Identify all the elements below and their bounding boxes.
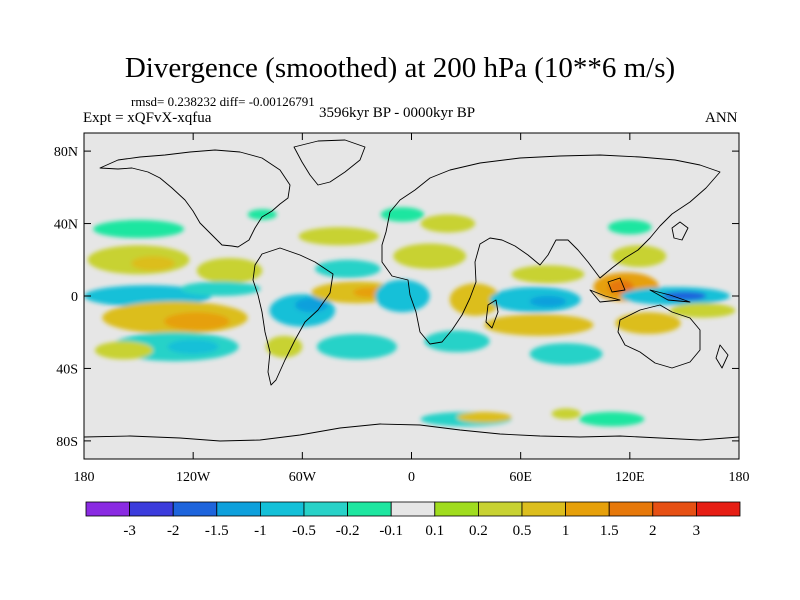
region-39 (529, 343, 603, 365)
x-tick-label-4: 60E (509, 470, 532, 485)
region-34 (662, 291, 707, 301)
region-10 (196, 257, 263, 284)
coastline-greenland (293, 139, 366, 186)
region-35 (611, 245, 667, 268)
region-32 (608, 279, 634, 295)
region-41 (456, 411, 512, 423)
colorbar-swatch-12 (608, 501, 654, 517)
region-29 (511, 265, 585, 284)
region-16 (316, 334, 397, 360)
colorbar-swatch-7 (390, 501, 436, 517)
x-tick-label-6: 180 (729, 470, 750, 485)
coastline-japan (671, 221, 689, 241)
coastline-north-america (99, 149, 291, 248)
region-37 (615, 312, 681, 335)
colorbar-label-3: -1 (254, 523, 267, 539)
colorbar-label-1: -2 (167, 523, 180, 539)
region-6 (164, 312, 230, 331)
region-12 (247, 209, 277, 220)
colorbar-swatch-13 (652, 501, 697, 517)
x-tick-label-1: 120W (176, 470, 211, 485)
region-42 (578, 411, 645, 427)
x-tick-label-3: 0 (408, 470, 415, 485)
colorbar-label-6: -0.1 (379, 523, 403, 539)
region-9 (94, 341, 154, 360)
colorbar-label-4: -0.5 (292, 523, 316, 539)
colorbar-label-13: 3 (693, 523, 701, 539)
colorbar-swatch-14 (696, 501, 741, 517)
region-21 (375, 279, 430, 313)
x-tick-label-0: 180 (74, 470, 95, 485)
coastline-madagascar (485, 299, 499, 329)
colorbar-swatch-2 (172, 501, 218, 517)
period-label: 3596kyr BP - 0000kyr BP (319, 105, 476, 121)
region-28 (529, 296, 567, 307)
region-20 (298, 227, 379, 246)
region-4 (111, 288, 166, 300)
region-38 (669, 303, 736, 318)
colorbar-label-11: 1.5 (600, 523, 619, 539)
region-2 (93, 219, 185, 239)
y-tick-label-4: 80S (56, 435, 78, 450)
colorbar-swatch-1 (129, 501, 174, 517)
region-11 (180, 281, 261, 296)
region-15 (265, 335, 303, 358)
x-tick-label-2: 60W (289, 470, 317, 485)
colorbar-swatch-8 (434, 501, 479, 517)
colorbar-swatch-11 (565, 501, 610, 517)
experiment-label: Expt = xQFvX-xqfua (83, 110, 212, 126)
region-26 (424, 330, 490, 353)
colorbar-swatch-4 (259, 501, 305, 517)
season-label: ANN (705, 110, 738, 126)
colorbar-swatch-9 (477, 501, 523, 517)
colorbar-label-8: 0.2 (469, 523, 488, 539)
divergence-field (84, 207, 736, 427)
coastlines (84, 139, 739, 442)
region-1 (131, 256, 175, 271)
plot-title: Divergence (smoothed) at 200 hPa (10**6 … (124, 52, 676, 84)
colorbar: -3 -2 -1.5 -1 -0.5 -0.2 -0.1 0.1 0.2 0.5 1 1.5 2 3 (85, 501, 741, 539)
colorbar-label-12: 2 (649, 523, 657, 539)
region-36 (608, 219, 652, 235)
x-tick-label-5: 120E (615, 470, 645, 485)
coastline-eurasia-africa (381, 154, 721, 345)
coastline-australia (617, 304, 701, 369)
region-30 (484, 314, 594, 336)
colorbar-label-5: -0.2 (336, 523, 360, 539)
colorbar-swatch-0 (85, 501, 130, 517)
region-24 (380, 207, 425, 222)
y-tick-label-0: 80N (54, 145, 78, 160)
colorbar-swatch-6 (347, 501, 392, 517)
colorbar-swatch-3 (216, 501, 261, 517)
coastline-indonesia (589, 277, 691, 303)
colorbar-swatch-5 (303, 501, 348, 517)
colorbar-label-9: 0.5 (513, 523, 532, 539)
colorbar-label-2: -1.5 (205, 523, 229, 539)
y-tick-label-1: 40N (54, 218, 78, 233)
colorbar-label-10: 1 (562, 523, 570, 539)
colorbar-label-0: -3 (123, 523, 136, 539)
region-23 (420, 214, 476, 233)
coastline-new-zealand (715, 344, 729, 369)
region-8 (167, 339, 219, 354)
coastline-antarctica (84, 423, 739, 442)
coastline-south-america (252, 247, 334, 386)
region-22 (393, 243, 467, 269)
y-tick-label-2: 0 (71, 290, 78, 305)
y-tick-label-3: 40S (56, 362, 78, 377)
axis-ticks: 180 120W 60W 0 60E 120E 180 80N 40N 0 40S 80S (54, 133, 750, 485)
region-43 (551, 408, 581, 420)
colorbar-swatch-10 (521, 501, 566, 517)
colorbar-label-7: 0.1 (425, 523, 444, 539)
region-14 (295, 297, 328, 313)
stats-label: rmsd= 0.238232 diff= -0.00126791 (131, 94, 315, 109)
